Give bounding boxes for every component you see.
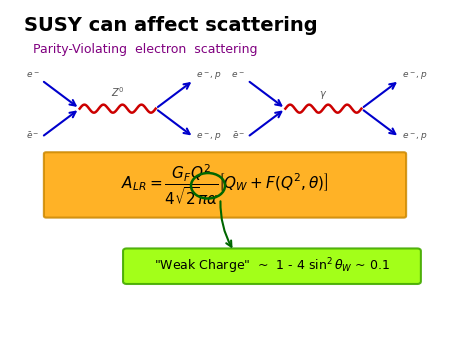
Text: Parity-Violating  electron  scattering: Parity-Violating electron scattering xyxy=(33,43,257,56)
Text: $e^-$: $e^-$ xyxy=(26,71,40,80)
FancyBboxPatch shape xyxy=(44,152,406,218)
Text: "Weak Charge"  ~  1 - 4 sin$^2\,\theta_W$ ~ 0.1: "Weak Charge" ~ 1 - 4 sin$^2\,\theta_W$ … xyxy=(154,257,390,276)
Text: $Z^0$: $Z^0$ xyxy=(111,85,125,99)
Text: $\bar{e}^-$: $\bar{e}^-$ xyxy=(26,130,40,141)
Text: $\gamma$: $\gamma$ xyxy=(320,89,328,101)
FancyBboxPatch shape xyxy=(123,248,421,284)
Text: $e^-$: $e^-$ xyxy=(231,71,245,80)
Text: $A_{LR} = \dfrac{G_F Q^2}{4\sqrt{2}\pi\alpha}\left[Q_W + F(Q^2,\theta)\right]$: $A_{LR} = \dfrac{G_F Q^2}{4\sqrt{2}\pi\a… xyxy=(121,163,329,207)
Text: $e^-, p$: $e^-, p$ xyxy=(402,71,428,82)
Text: $e^-, p$: $e^-, p$ xyxy=(196,131,222,143)
Text: SUSY can affect scattering: SUSY can affect scattering xyxy=(24,17,317,35)
Text: $e^-, p$: $e^-, p$ xyxy=(402,131,428,143)
Text: $\bar{e}^-$: $\bar{e}^-$ xyxy=(232,130,245,141)
Text: $e^-, p$: $e^-, p$ xyxy=(196,71,222,82)
